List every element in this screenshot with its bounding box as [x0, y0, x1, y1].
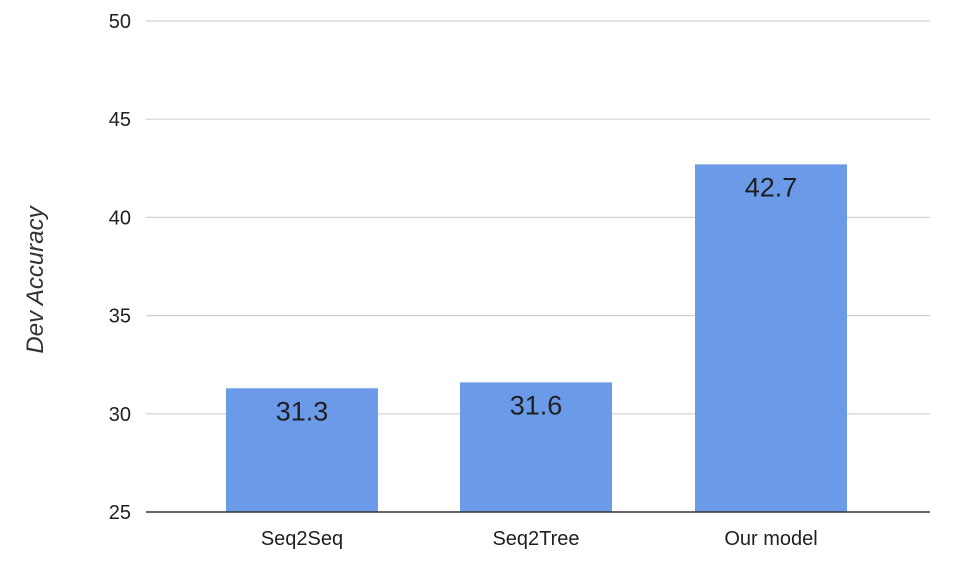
x-tick-label: Our model: [724, 528, 817, 550]
y-tick-label: 35: [109, 306, 131, 328]
y-tick-label: 45: [109, 109, 131, 131]
y-tick-label: 40: [109, 207, 131, 229]
y-tick-label: 25: [109, 502, 131, 524]
data-label: 31.6: [510, 390, 563, 420]
bar: [226, 388, 378, 512]
y-axis-title: Dev Accuracy: [22, 204, 49, 353]
data-label: 31.3: [276, 396, 329, 426]
x-tick-labels: Seq2Seq Seq2Tree Our model: [261, 528, 818, 550]
y-tick-labels: 25 30 35 40 45 50: [109, 11, 131, 524]
y-tick-label: 50: [109, 11, 131, 33]
bars: [226, 164, 847, 512]
data-labels: 31.3 31.6 42.7: [276, 172, 798, 426]
data-label: 42.7: [745, 172, 798, 202]
y-tick-label: 30: [109, 404, 131, 426]
bar: [695, 164, 847, 512]
x-tick-label: Seq2Seq: [261, 528, 343, 550]
bar: [460, 382, 612, 512]
x-tick-label: Seq2Tree: [492, 528, 579, 550]
